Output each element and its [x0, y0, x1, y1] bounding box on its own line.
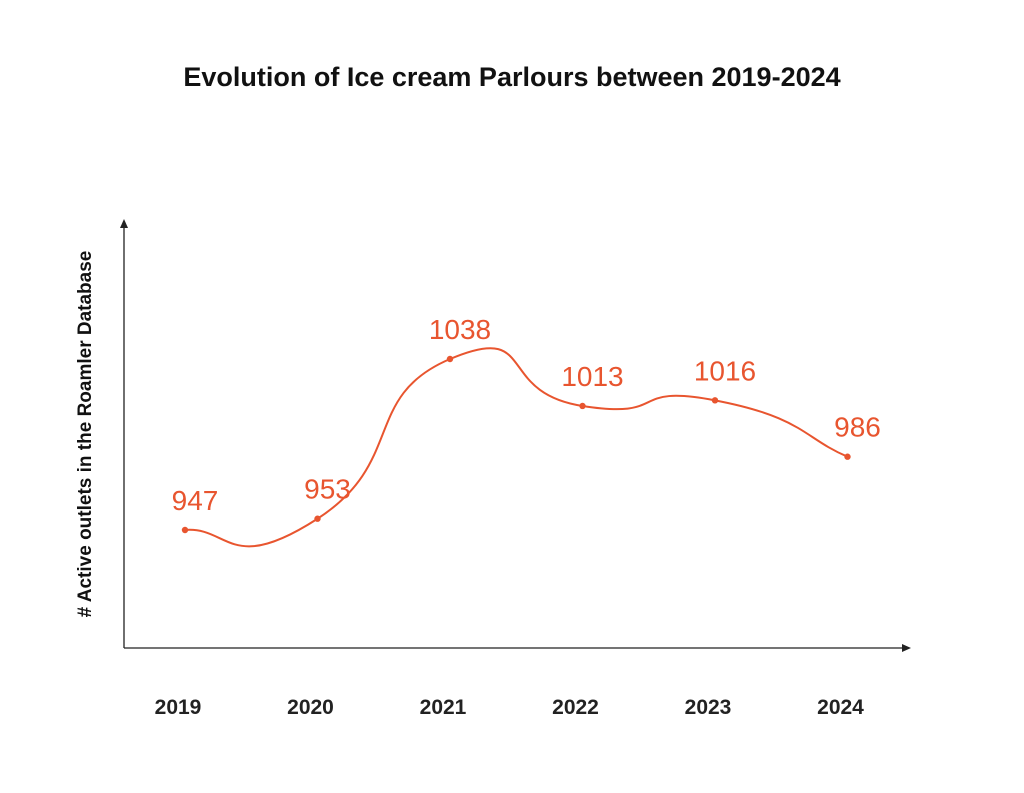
x-tick-label-2023: 2023	[685, 696, 732, 719]
data-point-2022	[579, 402, 586, 410]
x-tick-label-2022: 2022	[552, 696, 599, 719]
data-point-2024	[844, 453, 851, 460]
chart-title: Evolution of Ice cream Parlours between …	[183, 62, 841, 92]
data-label-2022: 1013	[561, 361, 623, 392]
y-axis-label-group: # Active outlets in the Roamler Database	[75, 251, 96, 618]
data-label-2021: 1038	[429, 314, 491, 345]
data-label-2024: 986	[834, 412, 881, 443]
data-label-2023: 1016	[694, 355, 756, 386]
data-point-2021	[446, 355, 454, 363]
data-point-2019	[181, 526, 189, 534]
data-label-2019: 947	[172, 485, 219, 516]
x-tick-label-2021: 2021	[420, 696, 467, 719]
y-axis-label: # Active outlets in the Roamler Database	[75, 251, 96, 618]
x-tick-label-2024: 2024	[817, 696, 864, 719]
x-tick-label-2019: 2019	[155, 696, 202, 719]
data-point-2023	[711, 397, 719, 404]
data-label-2020: 953	[304, 474, 351, 505]
data-point-2020	[314, 515, 321, 522]
x-tick-label-2020: 2020	[287, 696, 334, 719]
